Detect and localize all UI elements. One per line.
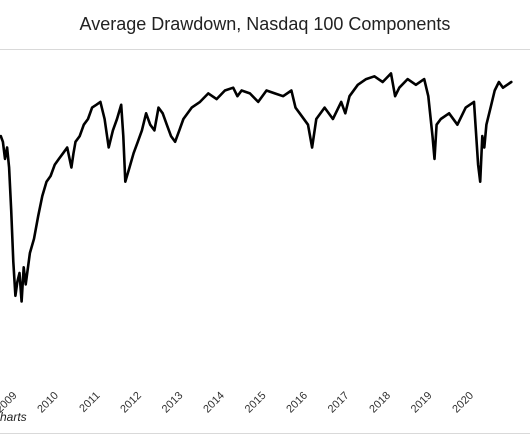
x-tick-label-2013: 2013 bbox=[160, 390, 186, 416]
x-tick-label-2017: 2017 bbox=[326, 390, 352, 416]
x-tick-label-2015: 2015 bbox=[243, 390, 269, 416]
x-tick-label-2020: 2020 bbox=[450, 390, 476, 416]
title-divider bbox=[0, 49, 530, 50]
x-tick-label-2012: 2012 bbox=[118, 390, 144, 416]
bottom-divider bbox=[0, 433, 530, 434]
x-tick-label-2014: 2014 bbox=[201, 390, 227, 416]
x-tick-label-2019: 2019 bbox=[409, 390, 435, 416]
x-tick-label-2016: 2016 bbox=[284, 390, 310, 416]
x-tick-label-2010: 2010 bbox=[35, 390, 61, 416]
x-tick-label-2018: 2018 bbox=[367, 390, 393, 416]
x-tick-label-2011: 2011 bbox=[77, 390, 102, 415]
series-line bbox=[0, 72, 513, 303]
chart-title: Average Drawdown, Nasdaq 100 Components bbox=[79, 14, 451, 34]
x-axis-ticks: 2009 2010 2011 2012 2013 2014 2015 2016 2017 2018… bbox=[0, 390, 476, 416]
source-credit: harts bbox=[0, 410, 27, 424]
